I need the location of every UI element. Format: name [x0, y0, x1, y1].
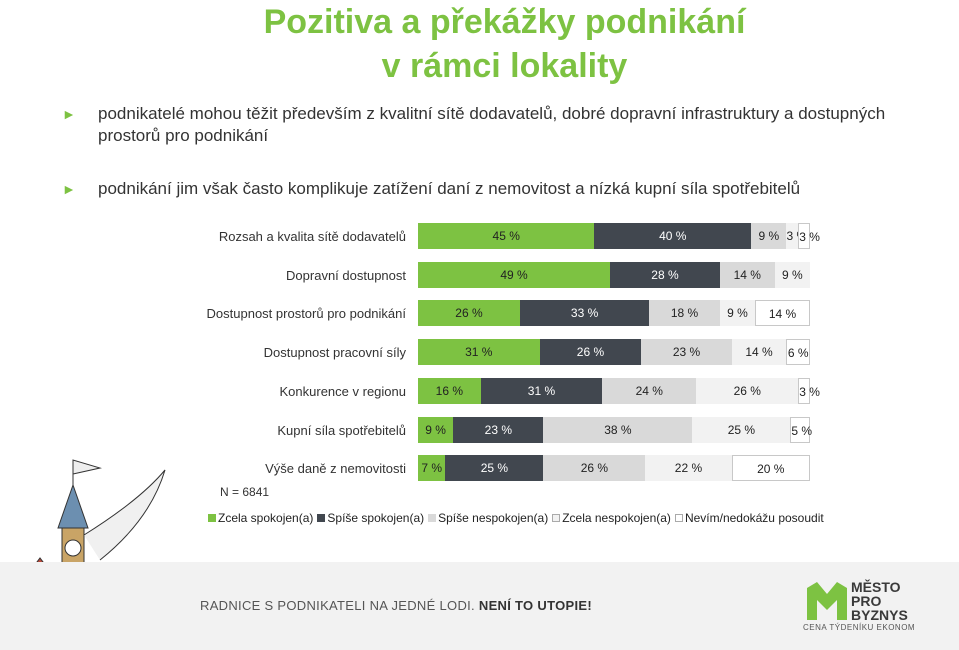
legend-swatch	[208, 514, 216, 522]
bar-segment: 24 %	[602, 378, 697, 404]
bar-segment: 28 %	[610, 262, 720, 288]
legend-item: Nevím/nedokážu posoudit	[674, 511, 824, 525]
legend-swatch	[674, 514, 683, 522]
category-label: Kupní síla spotřebitelů	[277, 423, 406, 438]
bar-segment: 16 %	[418, 378, 481, 404]
legend-label: Zcela spokojen(a)	[218, 511, 314, 525]
chart-legend: Zcela spokojen(a) Spíše spokojen(a) Spíše …	[208, 511, 828, 525]
bar-segment: 18 %	[649, 300, 720, 326]
legend-label: Zcela nespokojen(a)	[562, 511, 671, 525]
bar-segment: 26 %	[418, 300, 520, 326]
logo-line-2: PRO	[851, 593, 882, 609]
bar-segment: 3 %	[798, 378, 820, 404]
bullet-text-1: podnikatelé mohou těžit především z kval…	[98, 104, 886, 145]
legend-label: Spíše nespokojen(a)	[438, 511, 549, 525]
bar-segment: 26 %	[539, 339, 642, 365]
bar-segment: 26 %	[543, 455, 646, 481]
bar-segment: 45 %	[418, 223, 595, 249]
category-label: Dostupnost prostorů pro podnikání	[206, 306, 406, 321]
sample-size: N = 6841	[220, 485, 270, 499]
category-label: Dopravní dostupnost	[286, 268, 406, 283]
triangle-bullet-icon: ►	[62, 181, 76, 197]
legend-swatch	[428, 514, 437, 522]
legend-label: Nevím/nedokážu posoudit	[684, 511, 824, 525]
bar-segment: 31 %	[418, 339, 540, 365]
bar-segment: 9 %	[719, 300, 756, 326]
bar-segment: 20 %	[731, 455, 810, 481]
page-title: Pozitiva a překážky podnikání	[263, 3, 746, 41]
bullet-text-2: podnikání jim však často komplikuje zatí…	[98, 179, 801, 198]
bar-segment: 23 %	[453, 417, 544, 443]
triangle-bullet-icon: ►	[62, 106, 76, 122]
bar-segment: 40 %	[594, 223, 752, 249]
category-label: Výše daně z nemovitosti	[265, 461, 406, 476]
bar-segment: 33 %	[519, 300, 650, 326]
footer-slogan: RADNICE S PODNIKATELI NA JEDNÉ LODI. NEN…	[200, 598, 592, 613]
slogan-part-2: NENÍ TO UTOPIE!	[478, 598, 592, 613]
legend-swatch	[317, 514, 326, 522]
legend-item: Zcela spokojen(a)	[208, 511, 313, 525]
bar-segment: 14 %	[731, 339, 787, 365]
slogan-part-1: RADNICE S PODNIKATELI NA JEDNÉ LODI.	[200, 598, 475, 613]
legend-item: Spíše spokojen(a)	[317, 511, 424, 525]
bar-segment: 9 %	[751, 223, 787, 249]
page-subtitle: v rámci lokality	[381, 47, 628, 85]
bar-segment: 31 %	[480, 378, 603, 404]
logo-line-3: BYZNYS	[851, 607, 908, 623]
bar-segment: 9 %	[774, 262, 810, 288]
legend-swatch	[552, 514, 561, 522]
bar-segment: 25 %	[692, 417, 791, 443]
bar-segment: 23 %	[641, 339, 732, 365]
bar-segment: 38 %	[543, 417, 693, 443]
category-label: Konkurence v regionu	[279, 384, 406, 399]
bar-segment: 7 %	[418, 455, 446, 481]
bar-segment: 3 %	[786, 223, 807, 249]
bar-segment: 14 %	[719, 262, 775, 288]
bar-segment: 22 %	[645, 455, 732, 481]
logo-wordmark: MĚSTO PRO BYZNYS	[851, 580, 908, 622]
legend-item: Spíše nespokojen(a)	[428, 511, 548, 525]
legend-item: Zcela nespokojen(a)	[552, 511, 671, 525]
bar-segment: 6 %	[786, 339, 810, 365]
category-label: Dostupnost pracovní síly	[263, 345, 406, 360]
footer-band	[0, 562, 959, 650]
logo-subtitle: CENA TÝDENÍKU EKONOM	[803, 623, 916, 632]
bar-segment: 5 %	[790, 417, 812, 443]
mesto-pro-byznys-logo-icon	[807, 582, 847, 620]
category-label: Rozsah a kvalita sítě dodavatelů	[218, 229, 406, 244]
bar-segment: 26 %	[696, 378, 799, 404]
bar-segment: 49 %	[418, 262, 611, 288]
bar-segment: 14 %	[755, 300, 810, 326]
bar-segment: 25 %	[445, 455, 544, 481]
bar-segment: 9 %	[418, 417, 454, 443]
bar-segment: 3 %	[798, 223, 820, 249]
legend-label: Spíše spokojen(a)	[327, 511, 425, 525]
logo-line-1: MĚSTO	[851, 579, 901, 595]
